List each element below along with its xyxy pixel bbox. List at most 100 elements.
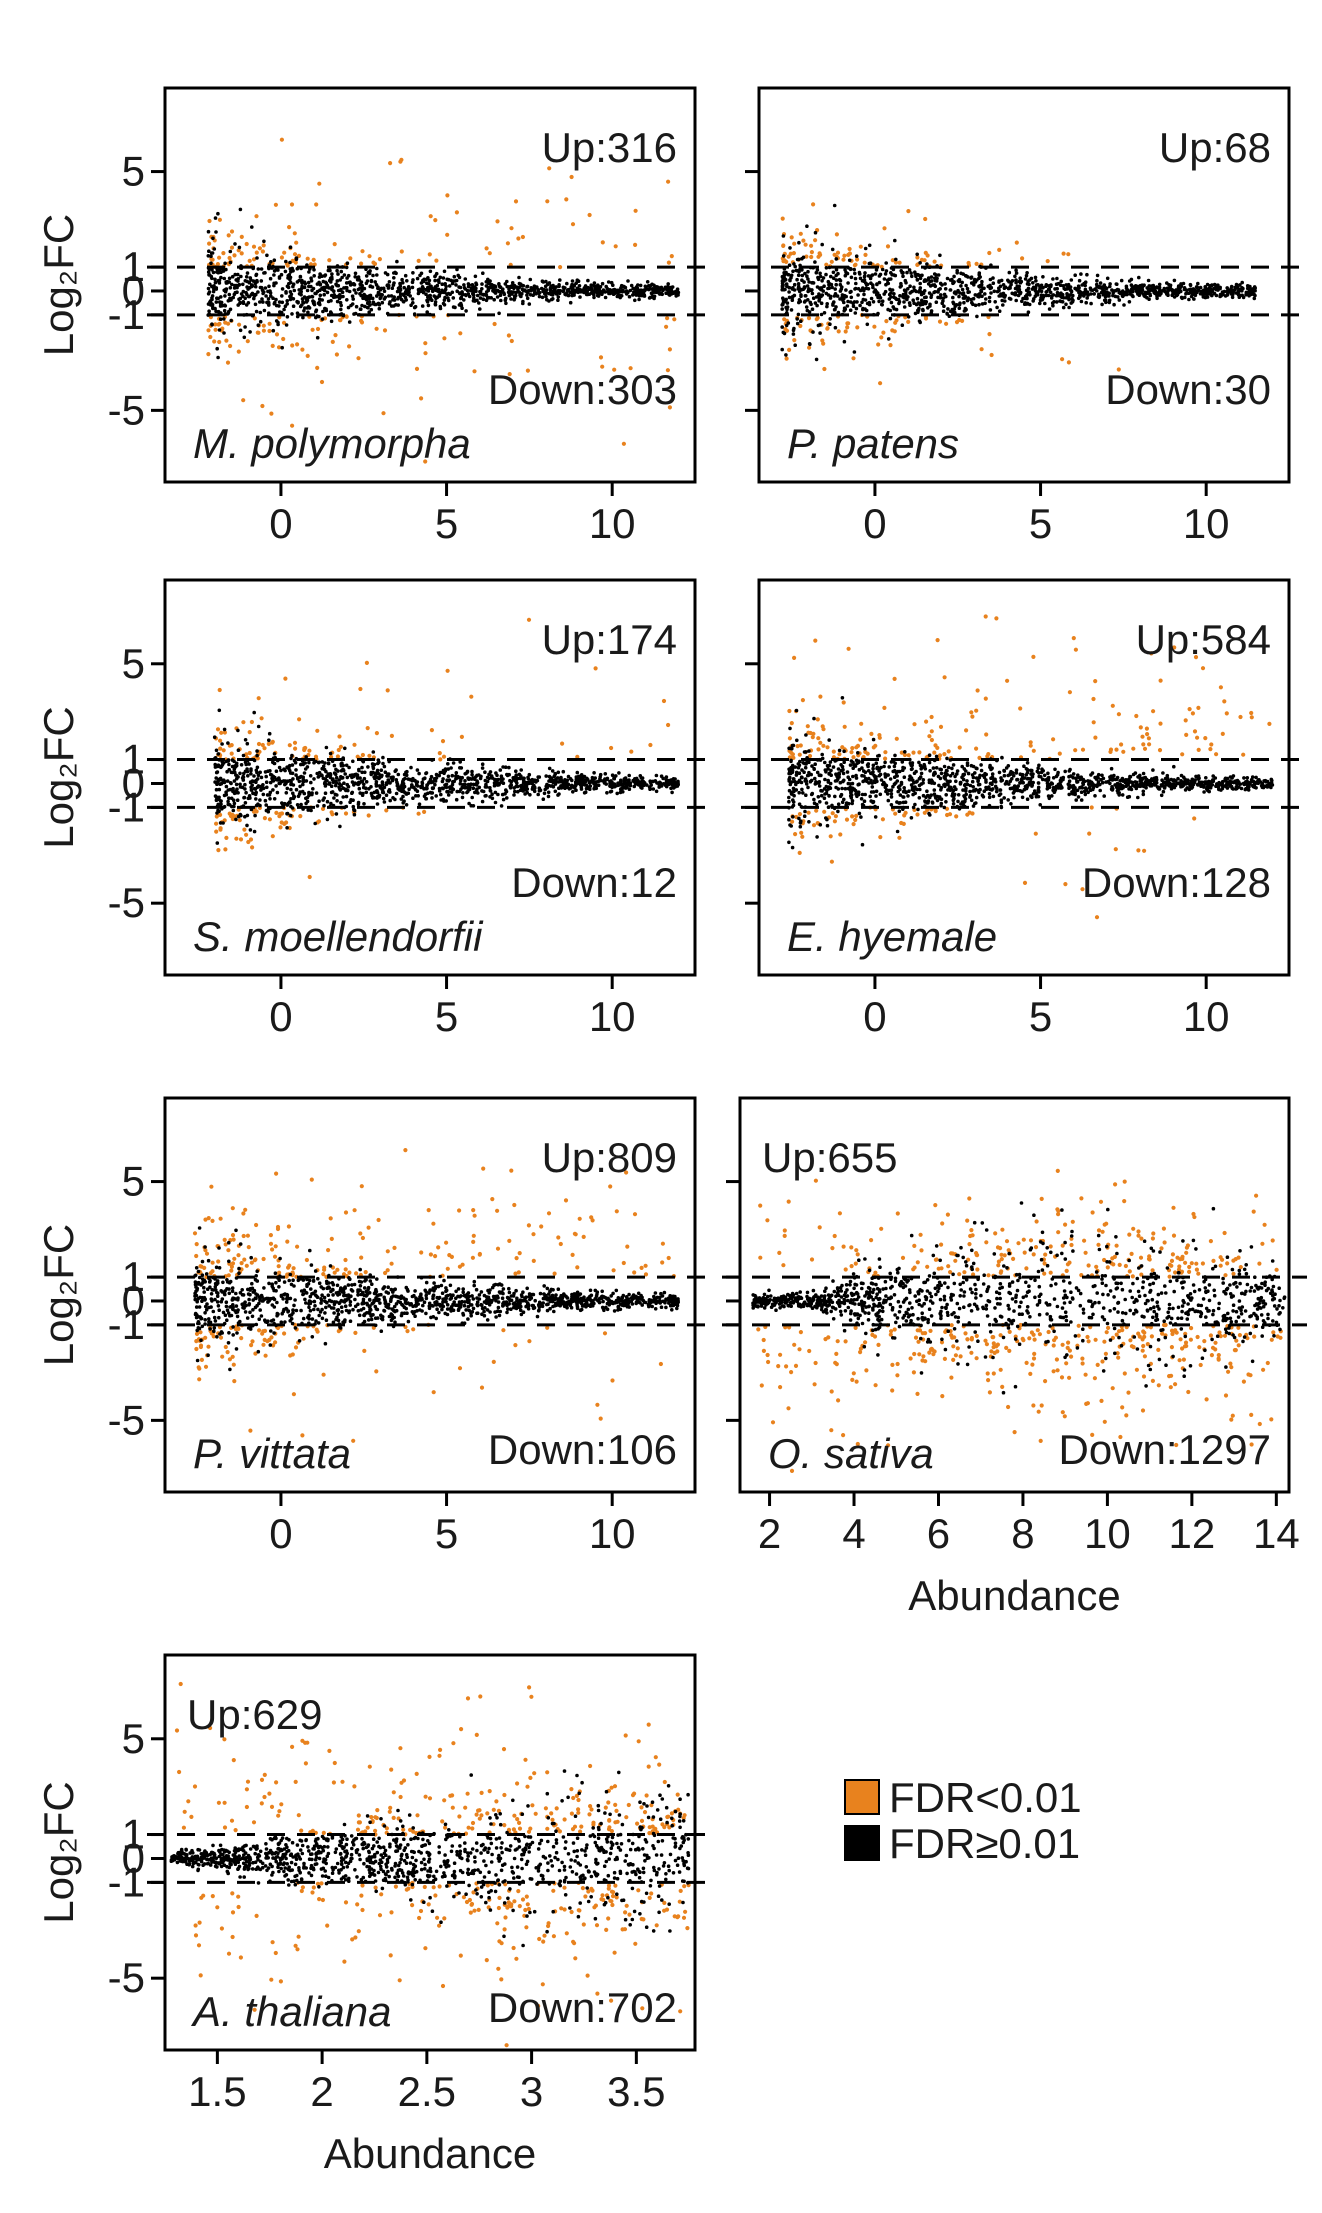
y-axis-label: Log₂FC [35, 214, 82, 356]
x-tick-label: 2 [310, 2068, 333, 2115]
down-count: Down:30 [1105, 366, 1271, 413]
down-count: Down:303 [488, 366, 677, 413]
up-count: Up:174 [542, 616, 677, 663]
y-tick-label: -5 [108, 1396, 145, 1443]
plot-frame [163, 578, 697, 977]
y-axis-label: Log₂FC [35, 1224, 82, 1366]
down-count: Down:128 [1082, 859, 1271, 906]
x-tick-label: 10 [589, 500, 636, 547]
plot-frame [738, 1096, 1291, 1494]
up-count: Up:584 [1136, 616, 1271, 663]
y-tick-label: 5 [122, 640, 145, 687]
x-tick-label: 4 [842, 1510, 865, 1557]
x-tick-label: 0 [269, 500, 292, 547]
up-count: Up:655 [762, 1134, 897, 1181]
x-axis-label: Abundance [908, 1572, 1121, 1619]
x-tick-label: 10 [1084, 1510, 1131, 1557]
y-tick-label: 5 [122, 1158, 145, 1205]
panel-o-sativa: 2 4 6 8 10 12 14 Abundance Up:655 Down:1297 O. sat… [722, 1096, 1307, 1619]
down-count: Down:106 [488, 1426, 677, 1473]
y-tick-label: 0 [122, 1834, 145, 1881]
points [169, 1681, 691, 2048]
points-nonsignificant [193, 1226, 680, 1372]
points [192, 1148, 680, 1443]
legend: FDR<0.01 FDR≥0.01 [844, 1774, 1082, 1867]
y-tick-label: -1 [108, 291, 145, 338]
x-tick-label: 5 [1029, 500, 1052, 547]
panel-p-patens: 0 5 10 Up:68 Down:30 P. patens [741, 86, 1307, 547]
x-tick-label: 2 [758, 1510, 781, 1557]
points-significant [206, 137, 677, 464]
x-tick-label: 10 [1183, 993, 1230, 1040]
x-tick-label: 5 [435, 1510, 458, 1557]
species-label: E. hyemale [787, 913, 997, 960]
y-tick-label: -1 [108, 1301, 145, 1348]
y-tick-label: 5 [122, 1715, 145, 1762]
species-label: S. moellendorfii [193, 913, 484, 960]
points-nonsignificant [169, 1769, 691, 1948]
species-label: O. sativa [768, 1430, 934, 1477]
y-tick-label: -5 [108, 386, 145, 433]
y-tick-label: -1 [108, 783, 145, 830]
points-nonsignificant [780, 203, 1257, 362]
y-tick-label: 1 [122, 243, 145, 290]
y-tick-label: 1 [122, 1253, 145, 1300]
species-label: M. polymorpha [193, 420, 471, 467]
x-tick-label: 6 [927, 1510, 950, 1557]
points [751, 1168, 1287, 1473]
x-tick-label: 0 [863, 500, 886, 547]
legend-label-significant: FDR<0.01 [889, 1774, 1082, 1821]
up-count: Up:316 [542, 124, 677, 171]
x-tick-label: 8 [1011, 1510, 1034, 1557]
species-label: P. vittata [193, 1430, 351, 1477]
x-tick-label: 3 [520, 2068, 543, 2115]
panel-e-hyemale: 0 5 10 Up:584 Down:128 E. hyemale [741, 578, 1307, 1040]
up-count: Up:809 [542, 1134, 677, 1181]
points-nonsignificant [206, 207, 681, 360]
species-label: P. patens [787, 420, 959, 467]
up-count: Up:629 [187, 1691, 322, 1738]
points [780, 202, 1257, 386]
x-tick-label: 5 [435, 993, 458, 1040]
plot-frame [163, 1653, 697, 2052]
y-tick-label: 1 [122, 1811, 145, 1858]
x-tick-label: 0 [269, 1510, 292, 1557]
down-count: Down:12 [511, 859, 677, 906]
points-nonsignificant [787, 696, 1275, 850]
y-tick-label: -5 [108, 1954, 145, 2001]
x-axis-label: Abundance [324, 2130, 537, 2177]
x-tick-label: 14 [1253, 1510, 1300, 1557]
y-axis-label: Log₂FC [35, 1781, 82, 1923]
plot-frame [757, 578, 1291, 977]
up-count: Up:68 [1159, 124, 1271, 171]
legend-label-nonsignificant: FDR≥0.01 [889, 1820, 1080, 1867]
down-count: Down:702 [488, 1984, 677, 2031]
x-tick-label: 10 [589, 993, 636, 1040]
legend-swatch-significant [844, 1779, 880, 1815]
x-tick-label: 0 [863, 993, 886, 1040]
species-label: A. thaliana [190, 1988, 391, 2035]
points-nonsignificant [212, 708, 680, 845]
y-tick-label: 0 [122, 267, 145, 314]
x-tick-label: 3.5 [607, 2068, 665, 2115]
plot-frame [163, 86, 697, 484]
points [787, 614, 1275, 920]
down-count: Down:1297 [1059, 1426, 1271, 1473]
x-tick-label: 5 [435, 500, 458, 547]
plot-frame [163, 1096, 697, 1494]
x-tick-label: 5 [1029, 993, 1052, 1040]
x-tick-label: 10 [1183, 500, 1230, 547]
points-nonsignificant [751, 1201, 1287, 1395]
x-tick-label: 12 [1169, 1510, 1216, 1557]
y-axis-label: Log₂FC [35, 706, 82, 848]
y-tick-label: 5 [122, 148, 145, 195]
y-tick-label: 0 [122, 1277, 145, 1324]
panel-a-thaliana: 5 10-1 -5 1.5 2 2.5 3 3.5 Log₂FC Abundance Up:629 D… [35, 1653, 713, 2177]
y-tick-label: -5 [108, 879, 145, 926]
plot-frame [757, 86, 1291, 484]
